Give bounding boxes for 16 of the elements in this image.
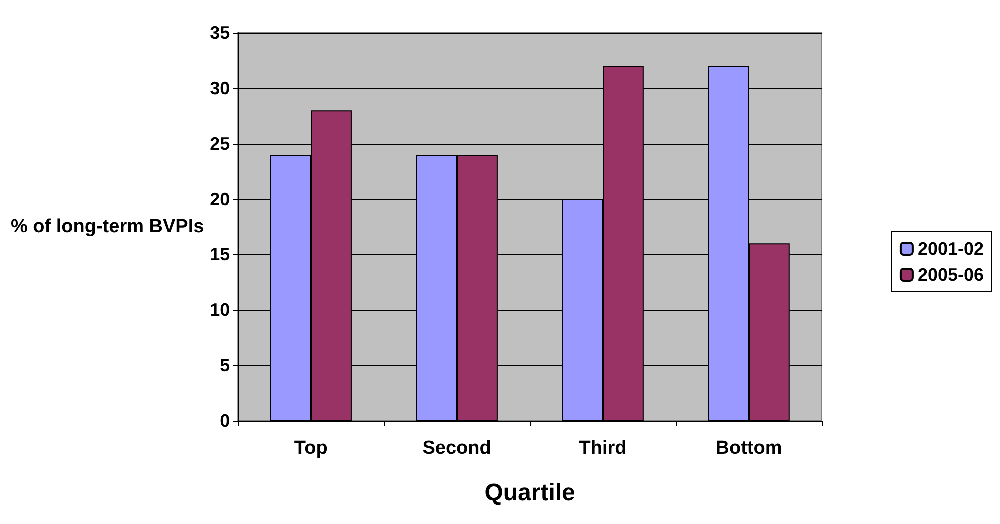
y-tick-label: 15: [210, 244, 230, 265]
x-tick-label: Top: [294, 438, 328, 459]
legend-label: 2001-02: [918, 239, 984, 259]
x-tick-label: Bottom: [716, 438, 782, 459]
y-tick-label: 30: [210, 78, 230, 98]
x-axis-title: Quartile: [484, 480, 576, 506]
x-tick-label: Third: [579, 438, 627, 459]
y-tick-label: 10: [210, 300, 230, 320]
y-axis-title: % of long-term BVPIs: [10, 216, 204, 238]
y-tick-label: 35: [210, 23, 230, 43]
y-tick-label: 5: [220, 356, 230, 376]
y-tick-label: 20: [210, 189, 230, 210]
y-tick-label: 0: [220, 411, 230, 431]
legend-label: 2005-06: [918, 265, 984, 285]
x-tick-label: Second: [422, 438, 492, 459]
y-tick-label: 25: [210, 134, 230, 154]
